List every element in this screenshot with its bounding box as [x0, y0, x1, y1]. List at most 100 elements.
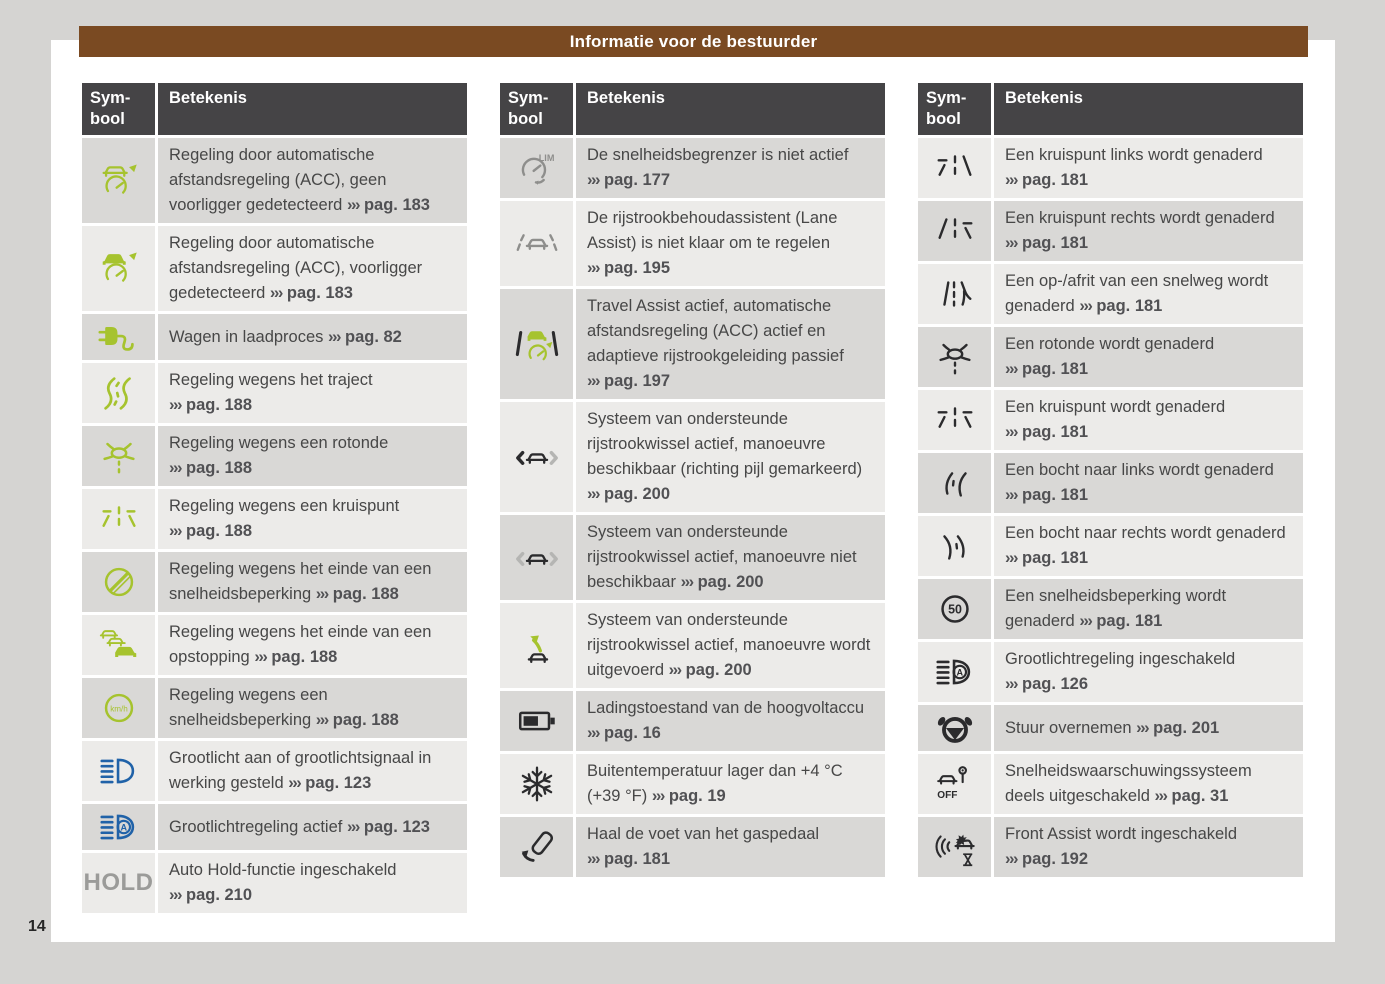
meaning-text: Een kruispunt links wordt genaderd ››› pa…: [1005, 143, 1293, 193]
meaning-cell: Een bocht naar links wordt genaderd ››› p…: [994, 453, 1303, 513]
meaning-cell: Regeling wegens het traject ››› pag. 188: [158, 363, 467, 423]
meaning-text: Systeem van ondersteunde rijstrookwissel…: [587, 407, 875, 507]
junction-left-icon: [932, 145, 978, 191]
meaning-cell: Regeling wegens een rotonde ››› pag. 188: [158, 426, 467, 486]
page-reference: ››› pag. 181: [587, 850, 670, 868]
meaning-description: De rijstrookbehoudassistent (Lane Assist…: [587, 209, 838, 252]
meaning-cell: Snelheidswaarschuwingssysteem deels uitg…: [994, 754, 1303, 814]
meaning-description: Een kruispunt links wordt genaderd: [1005, 146, 1263, 164]
meaning-cell: De rijstrookbehoudassistent (Lane Assist…: [576, 201, 885, 286]
page-reference-label: pag. 181: [1021, 549, 1089, 567]
reference-arrows-icon: ›››: [288, 774, 301, 792]
reference-arrows-icon: ›››: [587, 372, 600, 390]
page-reference: ››› pag. 183: [270, 284, 353, 302]
winding-road-icon: [96, 370, 142, 416]
meaning-description: Snelheidswaarschuwingssysteem deels uitg…: [1005, 762, 1252, 805]
symbol-cell: [500, 817, 573, 877]
meaning-description: Regeling wegens het einde van een opstop…: [169, 623, 432, 666]
meaning-text: Travel Assist actief, automatische afsta…: [587, 294, 875, 394]
reference-arrows-icon: ›››: [1005, 549, 1018, 567]
meaning-text: Een bocht naar links wordt genaderd ››› p…: [1005, 458, 1293, 508]
page-reference: ››› pag. 200: [681, 573, 764, 591]
page-reference-label: pag. 123: [363, 817, 430, 836]
symbol-cell: [82, 741, 155, 801]
lane-change-executing-icon: [514, 623, 560, 669]
travel-assist-icon: [514, 321, 560, 367]
page-number: 14: [28, 918, 46, 935]
svg-text:km/h: km/h: [110, 704, 128, 713]
symbol-cell: [82, 363, 155, 423]
symbol-cell: [500, 402, 573, 512]
meaning-text: Auto Hold-functie ingeschakeld ››› pag. 2…: [169, 858, 457, 908]
speed-limiter-lim-icon: LIM: [514, 145, 560, 191]
symbol-cell: A: [918, 642, 991, 702]
meaning-description: Regeling wegens een kruispunt: [169, 497, 400, 515]
symbol-cell: OFF: [918, 754, 991, 814]
page-reference: ››› pag. 126: [1005, 675, 1088, 693]
reference-arrows-icon: ›››: [1154, 787, 1168, 805]
meaning-description: Regeling wegens het einde van een snelhe…: [169, 560, 432, 603]
page-reference: ››› pag. 16: [587, 724, 661, 742]
reference-arrows-icon: ›››: [315, 711, 329, 729]
page-reference-label: pag. 210: [185, 886, 253, 904]
reference-arrows-icon: ›››: [328, 327, 341, 346]
symbol-cell: [918, 264, 991, 324]
meaning-cell: Travel Assist actief, automatische afsta…: [576, 289, 885, 399]
end-of-speed-limit-icon: [96, 559, 142, 605]
page-reference: ››› pag. 181: [1005, 423, 1088, 441]
table-row: Wagen in laadproces ››› pag. 82: [82, 314, 467, 360]
meaning-cell: Een kruispunt rechts wordt genaderd ››› p…: [994, 201, 1303, 261]
table-row: A Grootlichtregeling ingeschakeld ››› pag.…: [918, 642, 1303, 702]
highway-ramp-icon: [932, 271, 978, 317]
meaning-text: Wagen in laadproces ››› pag. 82: [169, 325, 402, 350]
table-row: Systeem van ondersteunde rijstrookwissel…: [500, 603, 885, 688]
reference-arrows-icon: ›››: [169, 522, 182, 540]
page-reference: ››› pag. 19: [652, 787, 726, 805]
acc-no-vehicle-icon: [96, 158, 142, 204]
page-reference-label: pag. 181: [1021, 486, 1089, 504]
meaning-cell: Systeem van ondersteunde rijstrookwissel…: [576, 515, 885, 600]
meaning-description: Een op-/afrit van een snelweg wordt gena…: [1005, 272, 1269, 315]
meaning-text: Een snelheidsbeperking wordt genaderd ››…: [1005, 584, 1293, 634]
meaning-description: Auto Hold-functie ingeschakeld: [169, 861, 397, 879]
meaning-text: Een bocht naar rechts wordt genaderd ›››…: [1005, 521, 1293, 571]
curve-right-icon: [932, 523, 978, 569]
reference-arrows-icon: ›››: [169, 396, 182, 414]
roundabout-green-icon: [96, 433, 142, 479]
meaning-description: Regeling door automatische afstandsregel…: [169, 234, 423, 302]
meaning-text: Een op-/afrit van een snelweg wordt gena…: [1005, 269, 1293, 319]
meaning-description: De snelheidsbegrenzer is niet actief: [587, 146, 849, 164]
lane-change-unavailable-icon: [514, 535, 560, 581]
table-row: Een kruispunt wordt genaderd ››› pag. 181: [918, 390, 1303, 450]
high-beam-icon: [96, 748, 142, 794]
meaning-text: Front Assist wordt ingeschakeld ››› pag. …: [1005, 822, 1293, 872]
meaning-cell: Regeling wegens een snelheidsbeperking ›…: [158, 678, 467, 738]
symbol-cell: [918, 201, 991, 261]
reference-arrows-icon: ›››: [346, 817, 360, 836]
table-row: Een op-/afrit van een snelweg wordt gena…: [918, 264, 1303, 324]
page-reference: ››› pag. 188: [169, 459, 252, 477]
meaning-cell: Wagen in laadproces ››› pag. 82: [158, 314, 467, 360]
table-row: Regeling wegens het einde van een snelhe…: [82, 552, 467, 612]
page-reference-label: pag. 188: [332, 711, 399, 729]
meaning-description: Een rotonde wordt genaderd: [1005, 335, 1215, 353]
meaning-text: Regeling wegens het einde van een opstop…: [169, 620, 457, 670]
meaning-cell: Grootlicht aan of grootlichtsignaal in w…: [158, 741, 467, 801]
page-reference-label: pag. 183: [363, 196, 430, 214]
reference-arrows-icon: ›››: [587, 850, 600, 868]
meaning-description: Een kruispunt wordt genaderd: [1005, 398, 1226, 416]
reference-arrows-icon: ›››: [254, 648, 267, 666]
reference-arrows-icon: ›››: [680, 573, 694, 591]
page-reference: ››› pag. 181: [1005, 486, 1088, 504]
meaning-text: Regeling wegens het traject ››› pag. 188: [169, 368, 457, 418]
page-reference: ››› pag. 82: [328, 328, 402, 346]
page-reference-label: pag. 181: [1021, 360, 1089, 378]
meaning-cell: De snelheidsbegrenzer is niet actief ›››…: [576, 138, 885, 198]
meaning-text: Regeling wegens een rotonde ››› pag. 188: [169, 431, 457, 481]
page-reference: ››› pag. 181: [1005, 171, 1088, 189]
meaning-text: Regeling door automatische afstandsregel…: [169, 231, 457, 306]
meaning-text: Een kruispunt wordt genaderd ››› pag. 181: [1005, 395, 1293, 445]
symbol-cell: [500, 289, 573, 399]
page-reference-label: pag. 82: [344, 327, 402, 346]
page-reference: ››› pag. 123: [347, 818, 430, 836]
